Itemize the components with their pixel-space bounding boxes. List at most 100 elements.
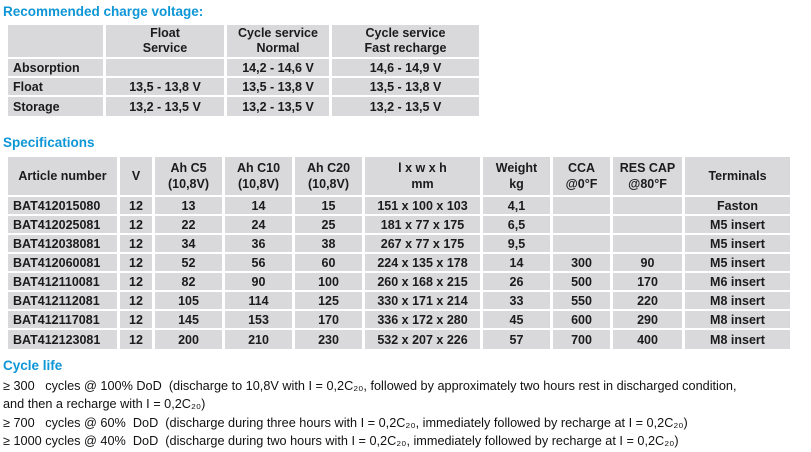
column-header-cycle-normal: Cycle service Normal — [227, 25, 332, 59]
table-row: BAT412112081 12 105 114 125 330 x 171 x … — [8, 292, 790, 311]
table-cell: 57 — [483, 330, 553, 349]
table-cell: 12 — [120, 292, 155, 311]
column-header-voltage: V — [120, 157, 155, 197]
table-cell: 13,2 - 13,5 V — [332, 97, 479, 116]
table-cell: 24 — [225, 216, 295, 235]
table-cell — [106, 59, 227, 78]
table-row: BAT412025081 12 22 24 25 181 x 77 x 175 … — [8, 216, 790, 235]
table-row-storage: Storage 13,2 - 13,5 V 13,2 - 13,5 V 13,2… — [8, 97, 479, 116]
table-cell: 22 — [155, 216, 225, 235]
table-cell: 13,5 - 13,8 V — [106, 78, 227, 97]
column-header-res-cap: RES CAP @80°F — [613, 157, 685, 197]
table-cell: 14 — [483, 254, 553, 273]
table-cell: 151 x 100 x 103 — [365, 197, 483, 216]
table-cell: M8 insert — [685, 330, 790, 349]
charge-voltage-title: Recommended charge voltage: — [3, 4, 204, 19]
table-cell: M8 insert — [685, 292, 790, 311]
table-cell: 14,6 - 14,9 V — [332, 59, 479, 78]
specifications-table: Article number V Ah C5 (10,8V) Ah C10 (1… — [8, 157, 790, 349]
table-cell: 25 — [295, 216, 365, 235]
row-label: Absorption — [8, 59, 106, 78]
table-cell: 100 — [295, 273, 365, 292]
table-cell: 153 — [225, 311, 295, 330]
column-header-ah-c5: Ah C5 (10,8V) — [155, 157, 225, 197]
table-row: BAT412110081 12 82 90 100 260 x 168 x 21… — [8, 273, 790, 292]
table-cell: 14 — [225, 197, 295, 216]
table-cell: 34 — [155, 235, 225, 254]
table-cell: 114 — [225, 292, 295, 311]
article-number-cell: BAT412025081 — [8, 216, 120, 235]
charge-voltage-table: Float Service Cycle service Normal Cycle… — [8, 25, 479, 116]
article-number-cell: BAT412117081 — [8, 311, 120, 330]
table-cell: 145 — [155, 311, 225, 330]
table-cell: 400 — [613, 330, 685, 349]
table-cell: 90 — [225, 273, 295, 292]
table-cell: 13,2 - 13,5 V — [106, 97, 227, 116]
table-row: BAT412117081 12 145 153 170 336 x 172 x … — [8, 311, 790, 330]
table-cell — [613, 235, 685, 254]
table-cell: 267 x 77 x 175 — [365, 235, 483, 254]
column-header-ah-c20: Ah C20 (10,8V) — [295, 157, 365, 197]
table-cell: 12 — [120, 216, 155, 235]
column-header-ah-c10: Ah C10 (10,8V) — [225, 157, 295, 197]
table-cell — [613, 216, 685, 235]
table-cell — [613, 197, 685, 216]
row-label: Float — [8, 78, 106, 97]
table-cell: 45 — [483, 311, 553, 330]
table-cell: 38 — [295, 235, 365, 254]
table-cell: 52 — [155, 254, 225, 273]
column-header-blank — [8, 25, 106, 59]
table-cell: 4,1 — [483, 197, 553, 216]
table-cell: 170 — [295, 311, 365, 330]
column-header-article-number: Article number — [8, 157, 120, 197]
cycle-life-text: ≥ 300 cycles @ 100% DoD (discharge to 10… — [0, 377, 811, 451]
charge-voltage-header-row: Float Service Cycle service Normal Cycle… — [8, 25, 479, 59]
table-row: BAT412015080 12 13 14 15 151 x 100 x 103… — [8, 197, 790, 216]
table-cell: 12 — [120, 311, 155, 330]
table-cell: M8 insert — [685, 311, 790, 330]
table-cell: 500 — [553, 273, 613, 292]
specifications-title: Specifications — [3, 135, 95, 150]
table-cell: 6,5 — [483, 216, 553, 235]
table-cell: 56 — [225, 254, 295, 273]
table-row: BAT412038081 12 34 36 38 267 x 77 x 175 … — [8, 235, 790, 254]
cycle-life-title: Cycle life — [3, 358, 63, 373]
cycle-life-line: and then a recharge with I = 0,2C₂₀) — [3, 397, 206, 412]
table-cell: 200 — [155, 330, 225, 349]
table-cell: 12 — [120, 235, 155, 254]
table-cell: Faston — [685, 197, 790, 216]
table-cell: 60 — [295, 254, 365, 273]
table-cell: 125 — [295, 292, 365, 311]
cycle-life-line: ≥ 1000 cycles @ 40% DoD (discharge durin… — [3, 434, 679, 449]
table-cell: 9,5 — [483, 235, 553, 254]
table-cell: 224 x 135 x 178 — [365, 254, 483, 273]
table-cell: 12 — [120, 254, 155, 273]
table-cell: 170 — [613, 273, 685, 292]
table-cell: 290 — [613, 311, 685, 330]
article-number-cell: BAT412038081 — [8, 235, 120, 254]
table-cell: 12 — [120, 197, 155, 216]
table-cell: 12 — [120, 273, 155, 292]
table-cell — [553, 235, 613, 254]
table-cell: 230 — [295, 330, 365, 349]
table-cell: 260 x 168 x 215 — [365, 273, 483, 292]
table-cell: 36 — [225, 235, 295, 254]
table-cell: 105 — [155, 292, 225, 311]
table-cell: 600 — [553, 311, 613, 330]
column-header-cca: CCA @0°F — [553, 157, 613, 197]
specifications-header-row: Article number V Ah C5 (10,8V) Ah C10 (1… — [8, 157, 790, 197]
table-cell — [553, 216, 613, 235]
cycle-life-line: ≥ 300 cycles @ 100% DoD (discharge to 10… — [3, 379, 737, 393]
spacer — [0, 349, 811, 357]
table-cell: 181 x 77 x 175 — [365, 216, 483, 235]
column-header-dimensions: l x w x h mm — [365, 157, 483, 197]
table-row: BAT412123081 12 200 210 230 532 x 207 x … — [8, 330, 790, 349]
table-cell: 220 — [613, 292, 685, 311]
column-header-weight: Weight kg — [483, 157, 553, 197]
table-cell: 300 — [553, 254, 613, 273]
article-number-cell: BAT412123081 — [8, 330, 120, 349]
article-number-cell: BAT412015080 — [8, 197, 120, 216]
table-cell: 13,2 - 13,5 V — [227, 97, 332, 116]
column-header-cycle-fast: Cycle service Fast recharge — [332, 25, 479, 59]
table-cell: 90 — [613, 254, 685, 273]
